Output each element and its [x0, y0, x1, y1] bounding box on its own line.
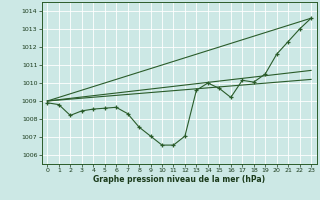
- X-axis label: Graphe pression niveau de la mer (hPa): Graphe pression niveau de la mer (hPa): [93, 175, 265, 184]
